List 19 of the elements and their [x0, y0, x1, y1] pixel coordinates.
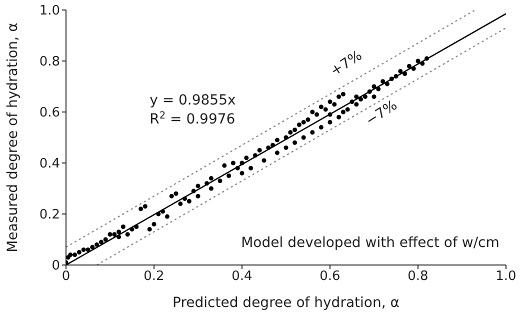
- annotation: +7%: [328, 48, 366, 80]
- y-tick-label: 0.4: [39, 156, 60, 172]
- x-axis-title: Predicted degree of hydration, α: [172, 295, 400, 311]
- y-tick-label: 0.8: [39, 54, 60, 70]
- y-tick-label: 0.2: [39, 208, 60, 223]
- y-tick-label: 1.0: [39, 4, 60, 19]
- x-tick-label: 0.2: [144, 269, 164, 284]
- x-tick-label: 0.8: [408, 269, 428, 284]
- y-axis-title: Measured degree of hydration, α: [4, 22, 21, 252]
- x-tick-label: 1.0: [496, 269, 516, 284]
- y-tick-label: 0: [52, 258, 60, 274]
- x-tick-label: 0.4: [232, 269, 252, 284]
- x-tick-label: 0.6: [320, 269, 340, 284]
- annotation: R$^{2}$ = 0.9976: [150, 110, 236, 128]
- annotation: −7%: [363, 97, 400, 130]
- annotation: y = 0.9855x: [150, 92, 236, 108]
- y-tick-label: 0.6: [39, 106, 60, 121]
- x-tick-label: 0: [62, 269, 70, 284]
- annotation: Model developed with effect of w/cm: [241, 235, 500, 252]
